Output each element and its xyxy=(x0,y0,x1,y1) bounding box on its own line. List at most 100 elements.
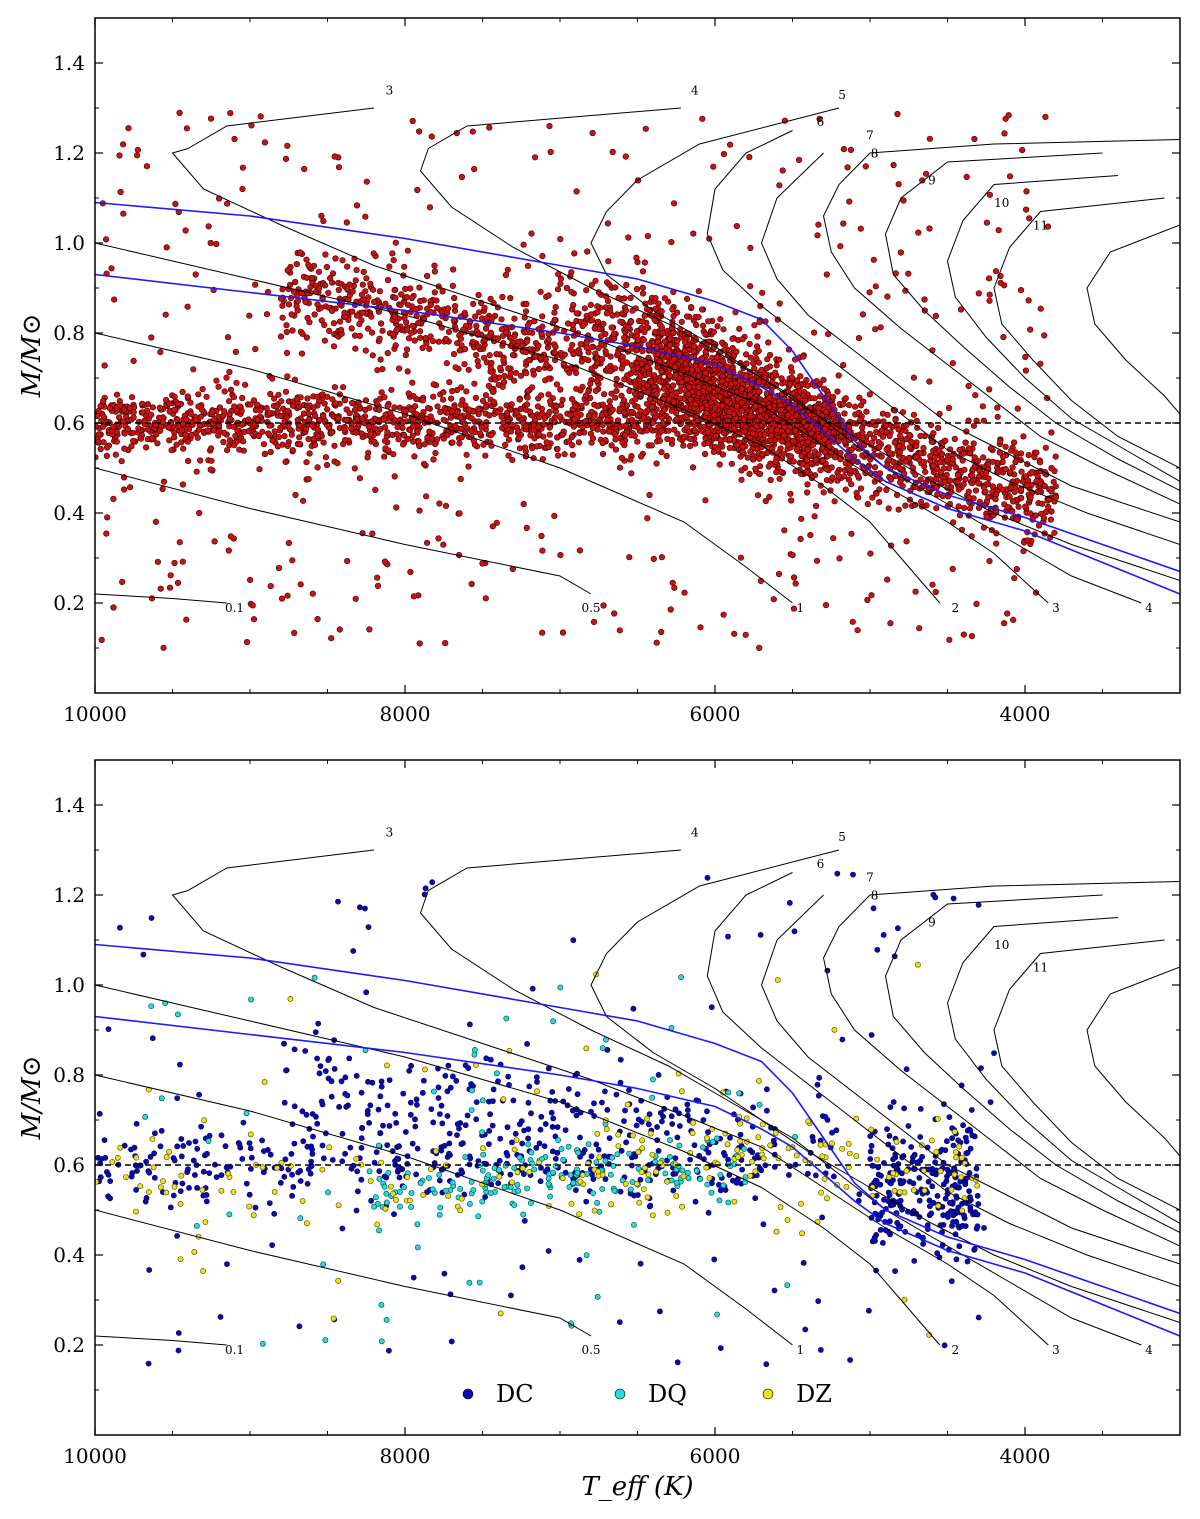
data-point xyxy=(787,497,795,504)
data-point xyxy=(501,372,508,380)
data-point xyxy=(585,412,593,419)
data-point xyxy=(416,128,423,135)
data-point xyxy=(488,315,496,322)
dc-point xyxy=(206,1170,213,1176)
data-point xyxy=(713,353,721,361)
data-point xyxy=(314,393,321,400)
data-point xyxy=(997,437,1004,445)
data-point xyxy=(269,437,276,444)
data-point xyxy=(946,477,954,484)
data-point xyxy=(1011,488,1018,496)
data-point xyxy=(793,446,800,453)
data-point xyxy=(764,356,771,363)
data-point xyxy=(997,279,1004,286)
data-point xyxy=(531,154,539,161)
data-point xyxy=(848,481,855,488)
data-point xyxy=(468,427,475,435)
data-point xyxy=(621,432,629,439)
dc-point xyxy=(507,1171,514,1178)
data-point xyxy=(603,310,611,317)
data-point xyxy=(1010,616,1017,624)
data-point xyxy=(429,338,437,345)
data-point xyxy=(834,388,841,395)
data-point xyxy=(568,396,576,403)
data-point xyxy=(868,592,875,599)
data-point xyxy=(115,414,123,421)
data-point xyxy=(1020,433,1027,440)
data-point xyxy=(896,432,904,440)
data-point xyxy=(227,533,234,540)
data-point xyxy=(332,400,339,407)
data-point xyxy=(955,486,962,493)
data-point xyxy=(305,435,312,443)
data-point xyxy=(797,373,804,380)
data-point xyxy=(929,581,936,588)
data-point xyxy=(878,453,885,460)
data-point xyxy=(523,370,530,377)
data-point xyxy=(509,457,516,464)
data-point xyxy=(274,443,282,450)
data-point xyxy=(415,320,422,327)
data-point xyxy=(698,306,706,313)
data-point xyxy=(308,274,316,282)
data-point xyxy=(577,341,584,348)
data-point xyxy=(1027,326,1034,333)
data-point xyxy=(650,555,657,563)
data-point xyxy=(336,318,344,325)
data-point xyxy=(289,557,296,564)
data-point xyxy=(895,442,903,450)
data-point xyxy=(658,628,665,636)
data-point xyxy=(906,431,913,439)
data-point xyxy=(434,436,441,443)
data-point xyxy=(688,366,696,374)
data-point xyxy=(717,316,724,323)
data-point xyxy=(683,295,691,303)
data-point xyxy=(178,439,185,446)
data-point xyxy=(450,351,458,358)
data-point xyxy=(819,457,827,464)
data-point xyxy=(697,624,704,631)
data-point xyxy=(719,451,727,458)
data-point xyxy=(433,304,441,311)
data-point xyxy=(534,403,542,410)
data-point xyxy=(492,376,499,383)
data-point xyxy=(639,268,647,275)
data-point xyxy=(113,438,120,445)
data-point xyxy=(551,419,559,426)
data-point xyxy=(400,441,407,448)
data-point xyxy=(831,498,838,505)
data-point xyxy=(804,438,812,446)
data-point xyxy=(729,335,736,342)
data-point xyxy=(776,356,783,363)
data-point xyxy=(965,488,972,495)
data-point xyxy=(516,396,523,403)
data-point xyxy=(682,361,689,368)
data-point xyxy=(815,451,822,458)
dc-point xyxy=(739,1166,745,1173)
data-point xyxy=(611,610,618,617)
data-point xyxy=(994,404,1001,411)
data-point xyxy=(356,321,363,328)
data-point xyxy=(693,322,700,329)
data-point xyxy=(802,397,809,404)
data-point xyxy=(148,411,155,418)
data-point xyxy=(1040,514,1048,522)
data-point xyxy=(498,413,505,420)
data-point xyxy=(614,311,621,318)
data-point xyxy=(1031,453,1038,461)
data-point xyxy=(256,466,263,473)
data-point xyxy=(989,458,996,465)
data-point xyxy=(561,451,568,458)
data-point xyxy=(435,535,442,542)
data-point xyxy=(528,384,536,391)
data-point xyxy=(757,407,764,414)
data-point xyxy=(473,351,480,359)
data-point xyxy=(407,568,414,576)
data-point xyxy=(643,364,651,371)
data-point xyxy=(695,345,703,352)
data-point xyxy=(645,341,652,348)
data-point xyxy=(176,109,183,116)
data-point xyxy=(410,423,417,430)
data-point xyxy=(523,338,530,345)
data-point xyxy=(505,452,512,459)
